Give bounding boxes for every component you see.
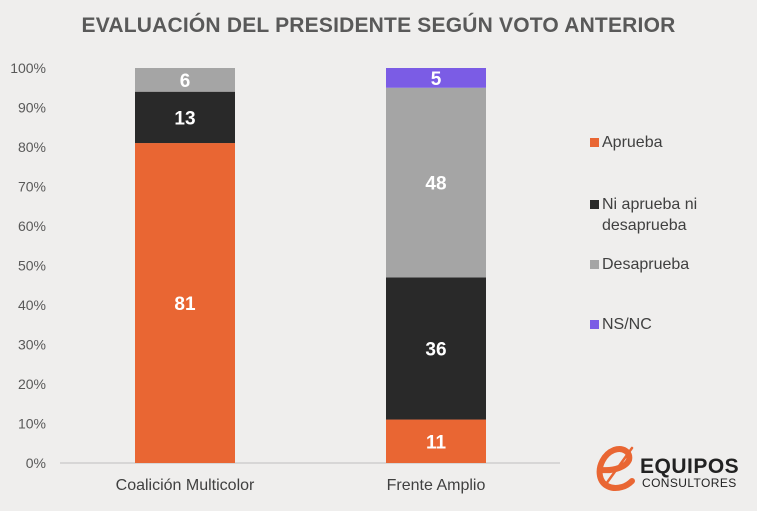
legend-swatch-ni-aprueba-ni-desaprueba [590,200,599,209]
legend-label-ns-nc: NS/NC [602,316,652,333]
y-tick-label: 80% [18,139,46,155]
y-tick-label: 40% [18,297,46,313]
chart-title: EVALUACIÓN DEL PRESIDENTE SEGÚN VOTO ANT… [81,14,676,37]
data-label: 11 [426,432,447,453]
bar-segment [135,91,235,144]
legend-swatch-desaprueba [590,260,599,269]
legend-swatch-aprueba [590,138,599,147]
data-label: 36 [425,339,446,360]
x-category-label: Coalición Multicolor [116,477,255,494]
y-tick-label: 90% [18,100,46,116]
logo-sub-text: CONSULTORES [642,476,737,490]
legend-swatch-ns-nc [590,320,599,329]
bar-segment [135,143,235,464]
data-label: 6 [180,71,191,92]
data-label: 48 [425,174,446,195]
x-category-label: Frente Amplio [387,477,486,494]
y-tick-label: 30% [18,337,46,353]
data-label: 5 [431,69,442,90]
y-tick-label: 50% [18,258,46,274]
bar-segment [386,277,486,420]
y-tick-label: 0% [26,455,46,471]
logo-e-icon [596,446,635,491]
bar-segment [386,87,486,278]
y-tick-label: 100% [10,60,46,76]
data-label: 81 [174,294,196,315]
bar-segment [386,68,486,88]
bar-segment [386,419,486,463]
legend-label-aprueba: Aprueba [602,134,663,151]
y-tick-label: 10% [18,416,46,432]
data-label: 13 [174,108,195,129]
y-tick-label: 60% [18,218,46,234]
equipos-consultores-logo: EQUIPOS CONSULTORES [592,440,752,496]
y-tick-label: 20% [18,376,46,392]
y-tick-label: 70% [18,179,46,195]
legend-label-ni-aprueba-ni-desaprueba: Ni aprueba ni desaprueba [602,196,698,234]
logo-main-text: EQUIPOS [640,455,740,478]
bar-segment [135,68,235,92]
legend-label-desaprueba: Desaprueba [602,256,690,273]
